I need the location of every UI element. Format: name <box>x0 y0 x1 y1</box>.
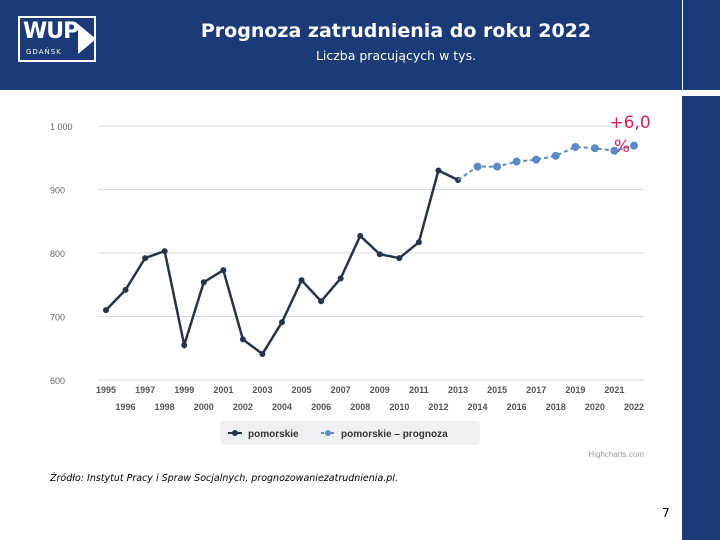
data-point-pomorskie <box>298 277 305 284</box>
x-tick-label: 2022 <box>624 402 644 412</box>
logo-arrow-icon <box>78 24 96 54</box>
x-tick-label: 2006 <box>311 402 331 412</box>
highcharts-credit: Highcharts.com <box>588 450 644 459</box>
header-bar <box>0 0 682 90</box>
x-tick-label: 2009 <box>370 385 390 395</box>
x-tick-label: 2010 <box>389 402 409 412</box>
legend-marker-prognoza <box>325 430 331 436</box>
x-tick-label: 2013 <box>448 385 468 395</box>
data-point-pomorskie <box>396 255 403 262</box>
x-tick-label: 1995 <box>96 385 116 395</box>
x-axis-ticks: 1995 1997 1999 2001 2003 2005 2007 2009 2011 2013… <box>96 385 644 412</box>
data-point-pomorskie <box>415 239 422 246</box>
sidebar-bottom <box>682 96 720 540</box>
data-point-pomorskie <box>279 319 285 326</box>
x-tick-label: 1999 <box>174 385 194 395</box>
x-tick-label: 2008 <box>350 402 370 412</box>
x-tick-label: 2019 <box>565 385 585 395</box>
sidebar-divider <box>682 0 683 90</box>
x-tick-label: 2016 <box>507 402 527 412</box>
x-tick-label: 2014 <box>468 402 488 412</box>
x-tick-label: 2021 <box>604 385 624 395</box>
data-point-pomorskie <box>103 307 109 314</box>
x-tick-label: 1997 <box>135 385 155 395</box>
data-point-prognoza <box>532 155 541 164</box>
data-point-pomorskie <box>220 267 227 274</box>
logo-text: WUP <box>23 19 79 44</box>
page-subtitle: Liczba pracujących w tys. <box>315 48 477 63</box>
chart-legend: pomorskie pomorskie – prognoza <box>220 421 480 445</box>
series-line-prognoza <box>457 144 635 181</box>
data-point-pomorskie <box>357 232 364 239</box>
annotation-group: +6,0 % <box>609 113 650 157</box>
x-tick-label: 2000 <box>194 402 214 412</box>
x-tick-label: 2007 <box>331 385 351 395</box>
x-tick-label: 2011 <box>409 385 429 395</box>
data-point-pomorskie <box>142 255 149 262</box>
series-group <box>103 141 638 357</box>
x-tick-label: 2005 <box>292 385 312 395</box>
x-tick-label: 2018 <box>546 402 566 412</box>
x-tick-label: 2020 <box>585 402 605 412</box>
data-point-prognoza <box>610 146 619 155</box>
x-tick-label: 1996 <box>116 402 136 412</box>
data-point-pomorskie <box>259 350 266 357</box>
legend-label-pomorskie: pomorskie <box>248 429 299 440</box>
data-point-pomorskie <box>161 248 168 255</box>
data-point-prognoza <box>551 151 560 160</box>
x-tick-label: 2012 <box>428 402 448 412</box>
source-note: Źródło: Instytut Pracy i Spraw Socjalnyc… <box>50 473 398 484</box>
y-tick-label: 1 000 <box>50 122 73 132</box>
x-tick-label: 2015 <box>487 385 507 395</box>
x-tick-label: 2002 <box>233 402 253 412</box>
data-point-pomorskie <box>337 275 344 282</box>
page-title: Prognoza zatrudnienia do roku 2022 <box>200 20 592 42</box>
legend-label-prognoza: pomorskie – prognoza <box>341 429 448 440</box>
legend-marker-pomorskie <box>232 430 238 436</box>
data-point-pomorskie <box>435 167 442 174</box>
growth-annotation: +6,0 <box>609 113 650 133</box>
data-point-pomorskie <box>239 336 246 343</box>
grid-lines <box>98 125 644 381</box>
y-axis-ticks: 600 700 800 900 1 000 <box>50 122 73 386</box>
page-number: 7 <box>662 506 670 520</box>
data-point-prognoza <box>630 141 638 150</box>
data-point-prognoza <box>473 162 482 171</box>
x-tick-label: 2004 <box>272 402 292 412</box>
data-point-prognoza <box>493 162 502 171</box>
growth-annotation-percent: % <box>614 137 630 157</box>
data-point-pomorskie <box>376 251 383 258</box>
data-point-pomorskie <box>122 286 129 293</box>
data-point-pomorskie <box>200 279 207 286</box>
data-point-prognoza <box>590 144 599 153</box>
x-tick-label: 2017 <box>526 385 546 395</box>
legend-box <box>220 421 480 445</box>
x-tick-label: 2003 <box>252 385 272 395</box>
data-point-pomorskie <box>181 342 188 349</box>
y-tick-label: 800 <box>50 249 65 259</box>
logo-subtext: GDAŃSK <box>26 48 62 56</box>
data-point-pomorskie <box>318 298 325 305</box>
sidebar-top <box>682 0 720 90</box>
y-tick-label: 900 <box>50 186 65 196</box>
x-tick-label: 1998 <box>155 402 175 412</box>
data-point-prognoza <box>571 142 580 151</box>
data-point-prognoza <box>512 157 521 166</box>
series-line-pomorskie <box>105 168 459 356</box>
y-tick-label: 700 <box>50 313 65 323</box>
wup-logo: WUP GDAŃSK <box>18 16 100 64</box>
y-tick-label: 600 <box>50 376 65 386</box>
x-tick-label: 2001 <box>213 385 233 395</box>
